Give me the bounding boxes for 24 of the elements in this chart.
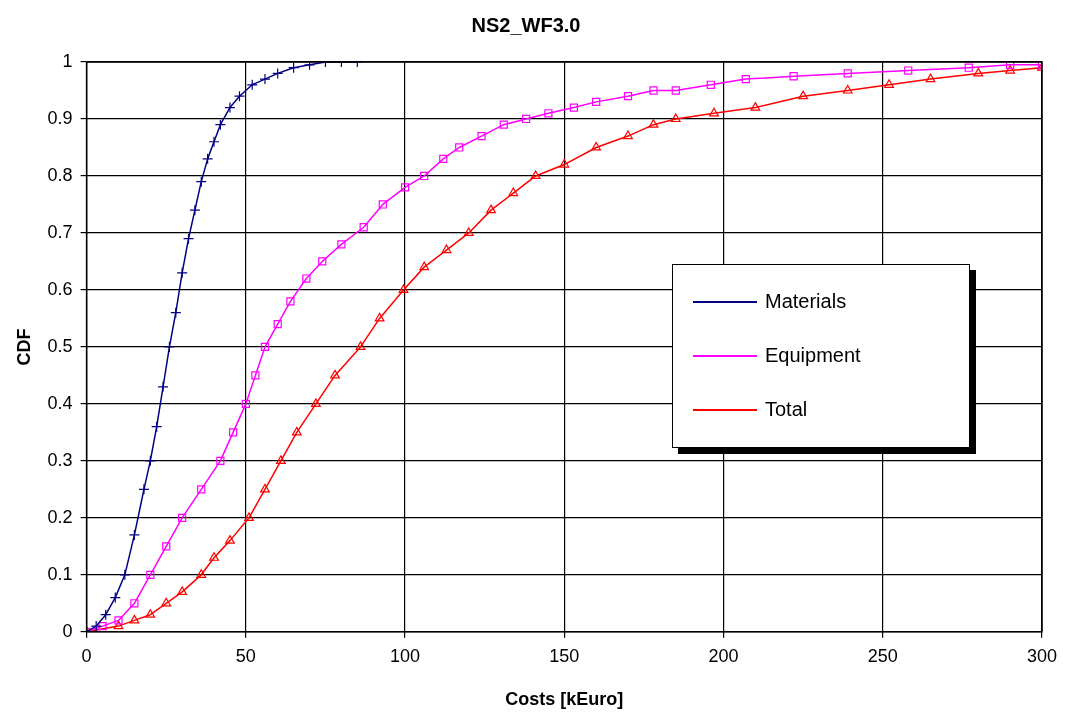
chart-title: NS2_WF3.0: [471, 13, 581, 36]
y-tick-label: 0.8: [47, 164, 73, 185]
x-axis-title: Costs [kEuro]: [505, 689, 624, 710]
y-tick-label: 1: [62, 50, 73, 71]
x-tick-label: 100: [390, 645, 421, 666]
y-tick-label: 0: [62, 620, 73, 641]
y-tick-label: 0.5: [47, 335, 73, 356]
y-tick-label: 0.4: [47, 392, 73, 413]
x-tick-label: 250: [867, 645, 898, 666]
y-tick-label: 0.3: [47, 449, 73, 470]
y-tick-label: 0.6: [47, 278, 73, 299]
legend-label: Total: [765, 398, 808, 422]
x-tick-label: 300: [1026, 645, 1058, 666]
y-tick-label: 0.9: [47, 107, 73, 128]
x-tick-label: 150: [549, 645, 580, 666]
y-tick-label: 0.7: [47, 221, 73, 242]
legend-label: Materials: [765, 290, 847, 314]
legend-label: Equipment: [765, 344, 861, 368]
y-axis-title: CDF: [13, 328, 34, 366]
x-tick-label: 200: [708, 645, 739, 666]
x-tick-label: 0: [81, 645, 92, 666]
y-tick-label: 0.1: [47, 563, 73, 584]
x-tick-label: 50: [235, 645, 256, 666]
y-tick-label: 0.2: [47, 506, 73, 527]
